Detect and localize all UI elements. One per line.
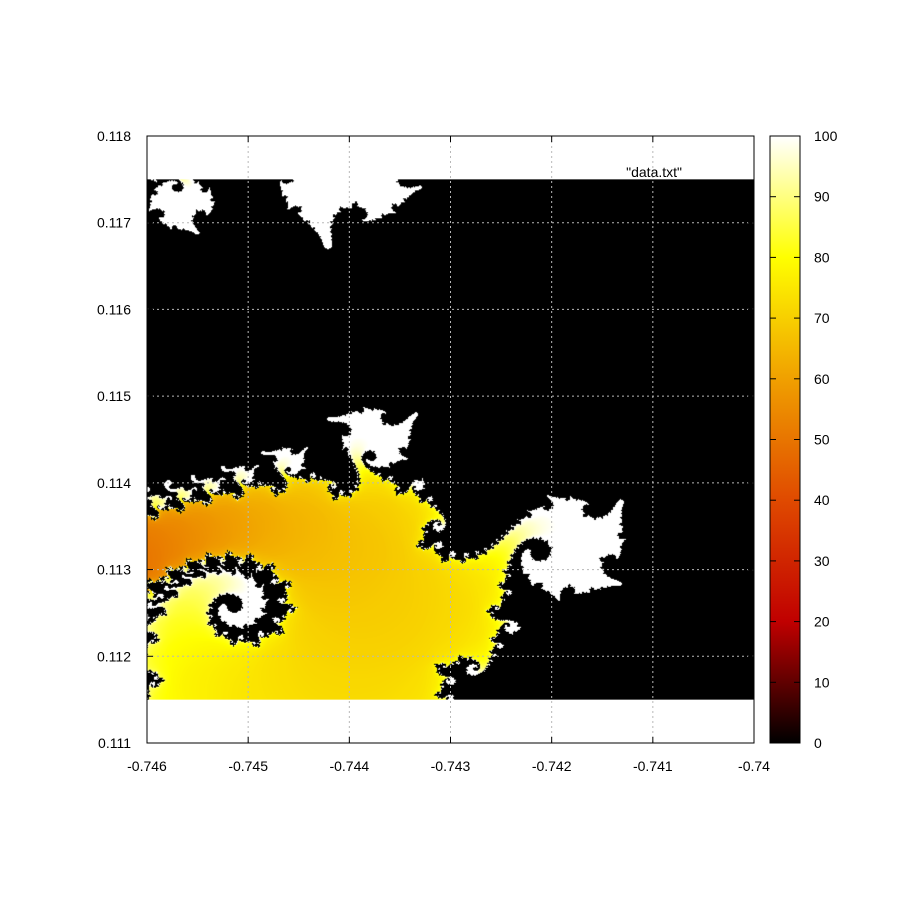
colorbar-tick-label: 10: [814, 674, 830, 690]
colorbar-tick-label: 100: [814, 128, 838, 144]
x-tick-label: -0.74: [738, 758, 770, 774]
colorbar-tick-label: 20: [814, 614, 830, 630]
y-tick-label: 0.115: [97, 388, 131, 404]
y-tick-label: 0.117: [97, 215, 131, 231]
colorbar-tick-label: 50: [814, 432, 830, 448]
y-tick-label: 0.113: [97, 562, 131, 578]
colorbar-tick-label: 80: [814, 249, 830, 265]
x-axis: -0.746 -0.745 -0.744 -0.743 -0.742 -0.741 -0.7…: [127, 136, 770, 774]
x-tick-label: -0.742: [532, 758, 572, 774]
x-tick-label: -0.741: [633, 758, 673, 774]
x-tick-label: -0.746: [127, 758, 167, 774]
grid-layer: [147, 136, 754, 743]
colorbar-axis: 0 10 20 30 40 50 60 70 80 90 100: [770, 128, 838, 751]
legend-entry: "data.txt": [626, 164, 682, 180]
y-tick-label: 0.118: [97, 128, 131, 144]
y-tick-label: 0.111: [98, 735, 131, 751]
y-tick-label: 0.112: [97, 648, 131, 664]
colorbar-tick-label: 60: [814, 371, 830, 387]
x-tick-label: -0.745: [228, 758, 268, 774]
colorbar-tick-label: 70: [814, 310, 830, 326]
colorbar-tick-label: 40: [814, 492, 830, 508]
y-tick-label: 0.116: [97, 301, 131, 317]
plot-frame: [146, 135, 755, 744]
y-tick-label: 0.114: [97, 475, 131, 491]
y-axis: 0.111 0.112 0.113 0.114 0.115 0.116 0.117 0.118: [97, 128, 754, 751]
colorbar-tick-label: 90: [814, 189, 830, 205]
colorbar-tick-label: 0: [814, 735, 822, 751]
x-tick-label: -0.743: [431, 758, 471, 774]
x-tick-label: -0.744: [329, 758, 369, 774]
colorbar-tick-label: 30: [814, 553, 830, 569]
